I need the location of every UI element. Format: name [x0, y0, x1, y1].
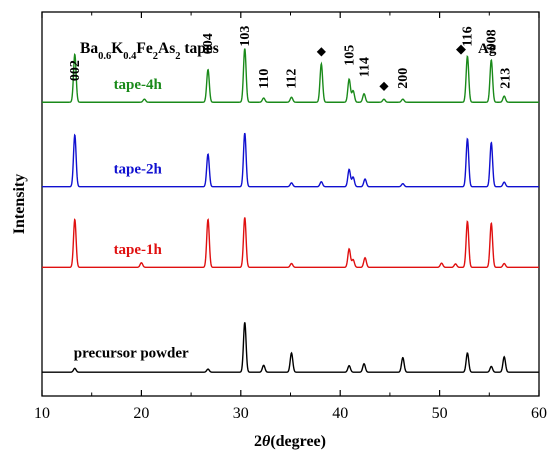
series-line-tape-4h [42, 48, 539, 103]
peak-label-002: 002 [68, 60, 83, 81]
peak-label-116: 116 [461, 26, 476, 46]
x-tick-label-50: 50 [432, 405, 448, 422]
plot-area [41, 11, 540, 397]
series-label-tape-4h: tape-4h [114, 77, 163, 93]
x-tick-label-30: 30 [233, 405, 249, 422]
peak-label-105: 105 [342, 45, 357, 66]
title-part-4: Fe [136, 40, 152, 57]
ag-peak-marker-1: ◆ [379, 79, 389, 93]
chart-title: Ba0.6K0.4Fe2As2 tapes [80, 40, 219, 62]
x-tick-label-40: 40 [332, 405, 348, 422]
series-line-tape-2h [42, 132, 539, 188]
peak-label-008: 008 [485, 29, 500, 50]
title-part-7: 2 [175, 51, 180, 62]
peak-label-114: 114 [357, 57, 372, 77]
title-part-1: 0.6 [98, 51, 111, 62]
title-part-3: 0.4 [123, 51, 137, 62]
ag-legend-label: Ag [478, 41, 497, 57]
peak-label-110: 110 [257, 69, 272, 89]
title-part-5: 2 [153, 51, 158, 62]
series-label-tape-1h: tape-1h [114, 242, 163, 258]
series-line-precursor-powder [42, 322, 539, 373]
peak-label-213: 213 [498, 68, 513, 89]
title-part-2: K [111, 40, 123, 57]
y-axis-label: Intensity [11, 174, 28, 234]
x-tick-label-10: 10 [34, 405, 50, 422]
ticks-layer: 10 20 30 40 50 60 [34, 12, 547, 422]
series-label-tape-2h: tape-2h [114, 161, 163, 177]
peak-label-103: 103 [238, 26, 253, 47]
title-part-0: Ba [80, 40, 98, 57]
x-axis-label: 2θ(degree) [254, 433, 326, 450]
series-layer [42, 48, 539, 373]
title-part-8: tapes [181, 40, 219, 57]
x-tick-label-20: 20 [133, 405, 149, 422]
series-label-precursor-powder: precursor powder [74, 346, 189, 362]
peak-label-112: 112 [285, 69, 300, 89]
peak-label-004: 004 [201, 33, 216, 54]
peak-label-200: 200 [396, 68, 411, 89]
ag-legend-marker: ◆ [456, 41, 466, 56]
ag-peak-marker-0: ◆ [317, 44, 327, 58]
x-tick-label-60: 60 [531, 405, 547, 422]
series-line-tape-1h [42, 217, 539, 269]
title-part-6: As [158, 40, 175, 57]
